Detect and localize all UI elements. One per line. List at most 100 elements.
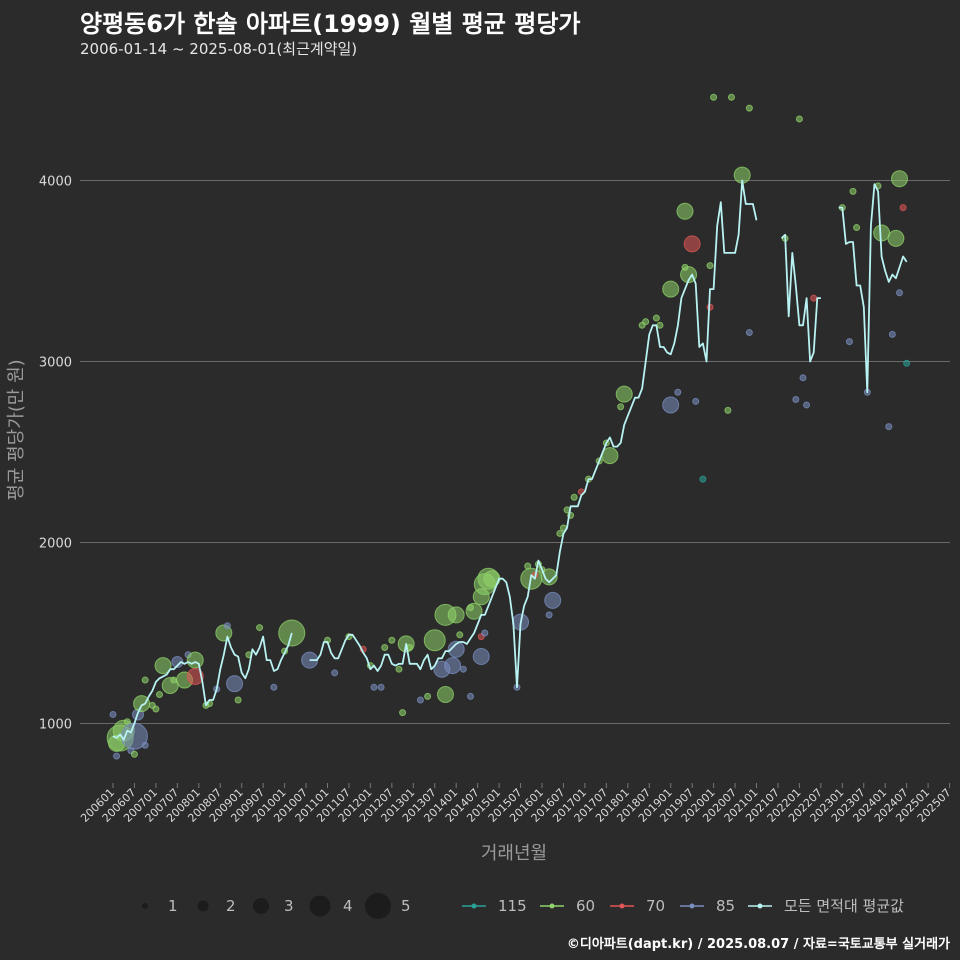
data-point	[424, 692, 432, 700]
size-legend-key	[253, 898, 269, 914]
y-tick-label: 3000	[39, 356, 72, 371]
data-point	[676, 202, 694, 220]
data-point	[853, 224, 861, 232]
data-point	[171, 655, 184, 668]
data-point	[692, 397, 700, 405]
data-point	[270, 683, 278, 691]
data-point	[377, 683, 385, 691]
data-point	[423, 629, 446, 652]
data-point	[799, 374, 807, 382]
data-point	[444, 657, 462, 675]
scatter-points	[106, 93, 911, 760]
x-axis-title: 거래년월	[481, 843, 547, 864]
data-point	[370, 683, 378, 691]
data-point	[662, 280, 680, 298]
data-point	[436, 686, 454, 704]
x-axis-ticks: 2006012006072007012007072008012008072009…	[78, 783, 954, 825]
area-legend-dot	[549, 903, 555, 909]
data-point	[170, 676, 178, 684]
area-legend-dot	[689, 903, 695, 909]
data-point	[447, 640, 465, 658]
source-caption: ©디아파트(dapt.kr) / 2025.08.07 / 자료=국토교통부 실…	[566, 937, 950, 952]
data-point	[109, 710, 117, 718]
area-legend-dot	[757, 903, 763, 909]
data-point	[795, 115, 803, 123]
y-axis-ticks: 1000 2000 3000 4000	[39, 175, 72, 733]
data-point	[570, 493, 578, 501]
data-point	[113, 752, 121, 760]
area-legend-dot	[619, 903, 625, 909]
data-point	[662, 396, 680, 414]
data-point	[395, 665, 403, 673]
data-point	[656, 321, 664, 329]
data-point	[803, 401, 811, 409]
data-point	[745, 329, 753, 337]
data-point	[706, 262, 714, 270]
data-point	[891, 170, 908, 188]
data-point	[467, 692, 474, 700]
data-point	[154, 657, 172, 675]
gridlines	[80, 180, 950, 724]
data-point	[155, 691, 163, 699]
data-point	[888, 330, 896, 338]
data-point	[152, 705, 160, 713]
average-line	[838, 183, 908, 394]
data-point	[873, 224, 891, 242]
size-legend-key	[142, 903, 148, 909]
data-point	[381, 643, 389, 651]
data-point	[545, 611, 553, 619]
data-point	[727, 93, 735, 101]
average-line-group	[112, 179, 908, 741]
size-legend-label: 5	[401, 897, 411, 915]
data-point	[416, 696, 424, 704]
data-point	[745, 104, 753, 112]
area-legend-label: 115	[498, 897, 527, 915]
chart-subtitle: 2006-01-14 ~ 2025-08-01(최근계약일)	[80, 40, 358, 58]
size-legend-label: 1	[168, 897, 178, 915]
area-legend-label: 70	[646, 897, 665, 915]
data-point	[256, 624, 264, 632]
data-point	[903, 359, 911, 367]
data-point	[724, 406, 732, 414]
data-point	[810, 294, 818, 302]
data-point	[680, 266, 698, 284]
data-point	[544, 591, 562, 609]
data-point	[674, 388, 682, 396]
area-legend-label: 모든 면적대 평균값	[784, 897, 904, 915]
data-point	[556, 529, 564, 537]
y-tick-label: 1000	[39, 718, 72, 733]
size-legend-label: 4	[343, 897, 353, 915]
data-point	[710, 93, 718, 101]
data-point	[472, 648, 490, 666]
data-point	[447, 606, 465, 624]
data-point	[887, 229, 905, 247]
data-point	[683, 235, 701, 253]
data-point	[699, 475, 707, 483]
data-point	[130, 750, 138, 758]
data-point	[642, 318, 650, 326]
average-line	[112, 632, 293, 741]
size-legend-key	[365, 893, 391, 919]
data-point	[223, 622, 231, 630]
y-tick-label: 2000	[39, 537, 72, 552]
data-point	[226, 675, 244, 693]
y-tick-label: 4000	[39, 175, 72, 190]
size-legend-label: 3	[284, 897, 294, 915]
data-point	[459, 665, 467, 673]
data-point	[141, 741, 149, 749]
data-point	[845, 338, 853, 346]
data-point	[331, 669, 339, 677]
data-point	[885, 423, 893, 431]
data-point	[617, 403, 625, 411]
size-legend-key	[309, 895, 331, 917]
average-line	[780, 233, 821, 363]
area-legend-label: 60	[576, 897, 595, 915]
data-point	[141, 676, 149, 684]
area-legend-dot	[471, 903, 477, 909]
chart-title: 양평동6가 한솔 아파트(1999) 월별 평균 평당가	[80, 10, 581, 38]
data-point	[481, 629, 489, 637]
data-point	[652, 314, 660, 322]
data-point	[615, 385, 633, 403]
data-point	[899, 204, 907, 212]
